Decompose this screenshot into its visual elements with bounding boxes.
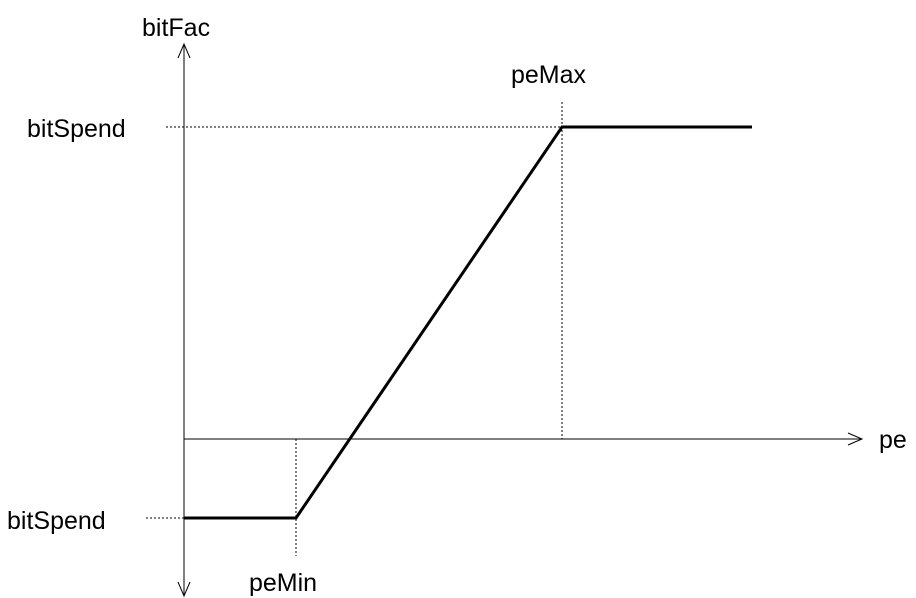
x-axis — [184, 432, 864, 446]
y-axis-label: bitFac — [142, 14, 210, 42]
x-axis-label: pe — [879, 426, 907, 454]
x-axis-arrow-right-icon — [847, 432, 864, 446]
pemin-label: peMin — [249, 569, 317, 597]
bitspend-bottom-label: bitSpend — [7, 507, 106, 535]
y-axis-arrow-up-icon — [177, 42, 191, 59]
y-axis — [177, 42, 191, 598]
y-axis-arrow-down-icon — [177, 581, 191, 598]
bitfac-curve — [184, 125, 752, 520]
pemax-label: peMax — [511, 61, 587, 89]
bitspend-top-label: bitSpend — [27, 115, 126, 143]
